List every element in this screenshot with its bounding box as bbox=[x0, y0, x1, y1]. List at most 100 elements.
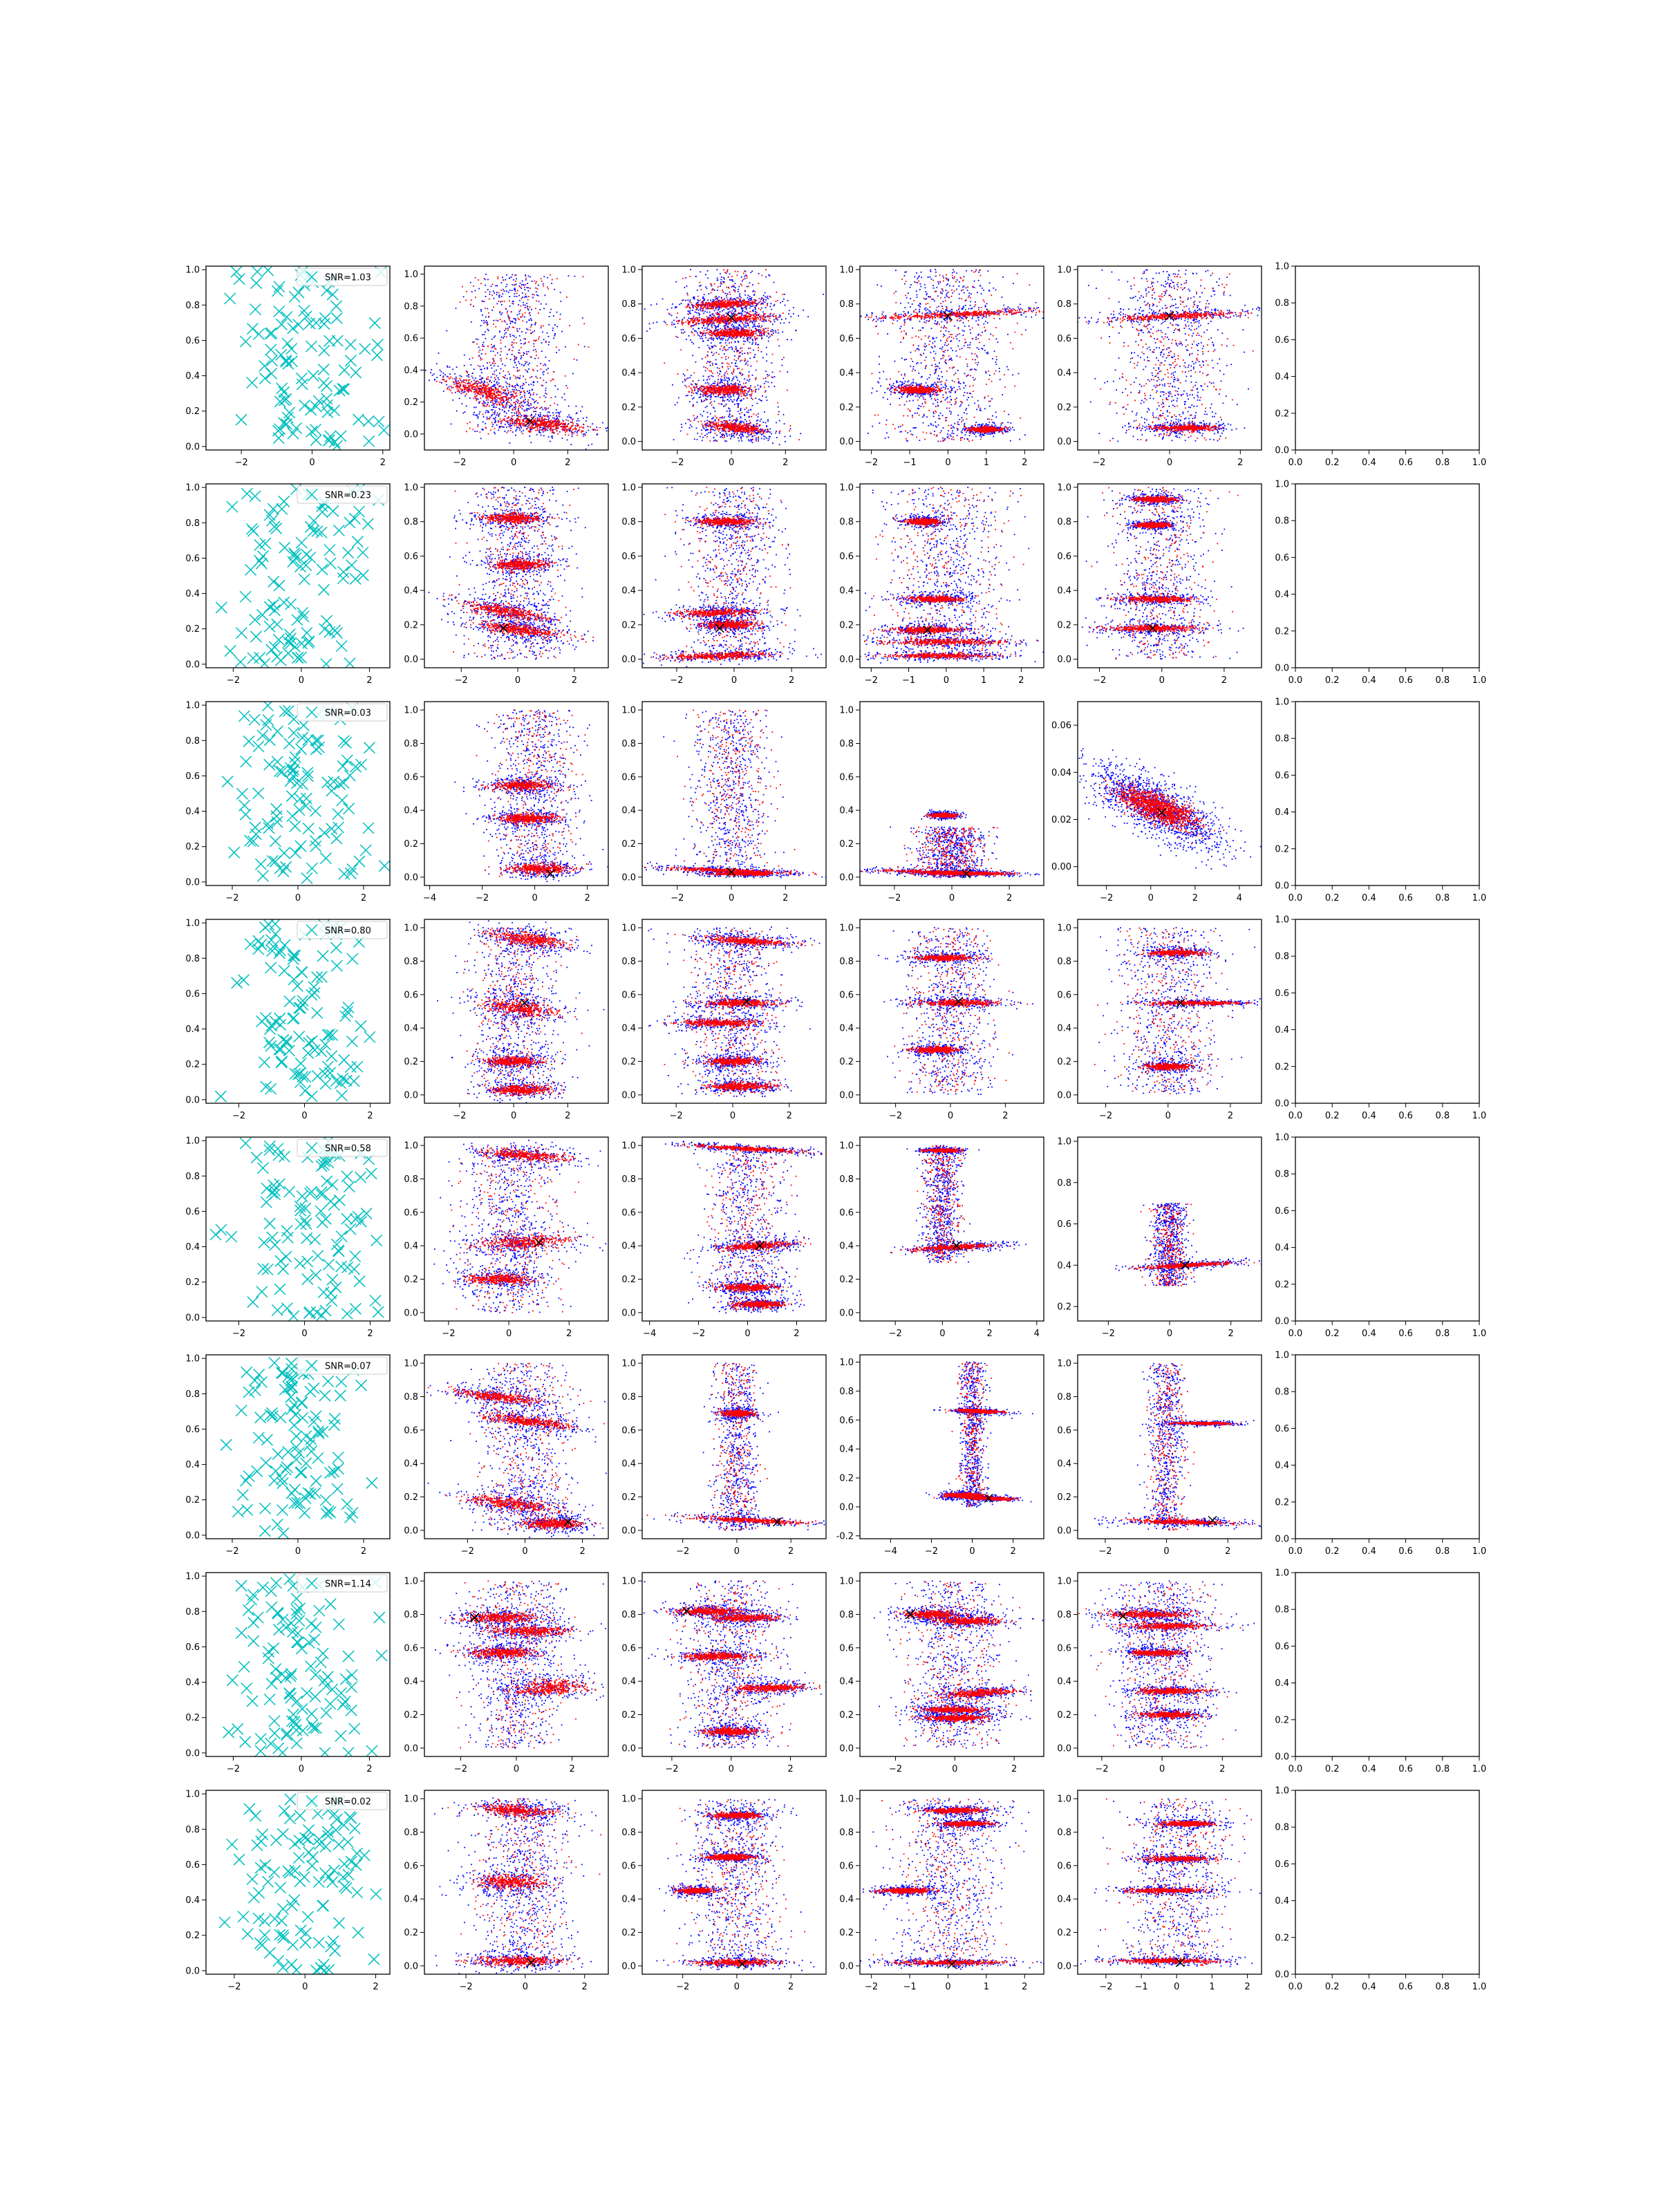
blue-point bbox=[535, 288, 536, 289]
blue-point bbox=[472, 341, 474, 343]
plot-area bbox=[225, 265, 390, 451]
red-point bbox=[517, 418, 518, 419]
blue-point bbox=[505, 286, 507, 288]
sample-point bbox=[265, 328, 276, 339]
blue-point bbox=[478, 413, 480, 415]
blue-point bbox=[717, 269, 718, 270]
red-point bbox=[473, 384, 474, 385]
red-point bbox=[695, 309, 697, 310]
red-point bbox=[560, 426, 561, 427]
blue-point bbox=[765, 381, 767, 382]
blue-point bbox=[560, 301, 561, 302]
blue-point bbox=[709, 379, 711, 380]
red-point bbox=[469, 387, 470, 388]
blue-point bbox=[466, 406, 467, 407]
sample-point bbox=[337, 384, 348, 395]
blue-point bbox=[484, 405, 485, 406]
blue-point bbox=[778, 346, 780, 347]
blue-point bbox=[518, 377, 520, 379]
blue-point bbox=[519, 335, 521, 337]
blue-point bbox=[502, 276, 503, 278]
blue-point bbox=[487, 308, 488, 310]
red-point bbox=[557, 433, 559, 435]
blue-point bbox=[702, 340, 704, 341]
red-point bbox=[703, 401, 704, 402]
blue-point bbox=[753, 311, 754, 312]
red-point bbox=[760, 309, 762, 310]
blue-point bbox=[506, 413, 507, 414]
blue-point bbox=[726, 434, 727, 435]
blue-point bbox=[691, 392, 693, 393]
blue-point bbox=[690, 313, 691, 315]
red-point bbox=[744, 307, 745, 308]
blue-point bbox=[443, 391, 444, 392]
blue-point bbox=[743, 338, 744, 339]
blue-point bbox=[548, 408, 550, 409]
blue-point bbox=[720, 342, 722, 344]
red-point bbox=[723, 282, 724, 283]
sample-point bbox=[276, 383, 288, 394]
blue-point bbox=[520, 392, 521, 393]
red-point bbox=[718, 313, 720, 315]
red-point bbox=[755, 379, 756, 380]
red-point bbox=[493, 362, 494, 364]
blue-point bbox=[689, 401, 691, 402]
red-point bbox=[520, 394, 521, 395]
red-point bbox=[456, 382, 458, 384]
blue-point bbox=[722, 281, 724, 283]
blue-point bbox=[774, 376, 776, 377]
blue-point bbox=[502, 409, 503, 411]
blue-point bbox=[449, 366, 451, 368]
blue-point bbox=[743, 386, 744, 388]
blue-point bbox=[553, 337, 554, 339]
blue-point bbox=[525, 296, 526, 297]
blue-point bbox=[536, 376, 537, 377]
sample-point bbox=[319, 345, 330, 356]
blue-point bbox=[489, 294, 490, 295]
red-point bbox=[787, 390, 788, 391]
red-point bbox=[767, 303, 768, 305]
red-point bbox=[746, 407, 747, 409]
blue-point bbox=[607, 427, 608, 429]
sample-point bbox=[331, 312, 342, 324]
red-point bbox=[709, 375, 711, 377]
red-point bbox=[466, 431, 467, 432]
red-point bbox=[556, 427, 557, 428]
blue-point bbox=[737, 398, 738, 400]
red-point bbox=[751, 393, 753, 394]
blue-point bbox=[492, 386, 494, 387]
red-point bbox=[481, 378, 482, 379]
red-point bbox=[735, 311, 736, 312]
red-point bbox=[500, 418, 501, 420]
red-point bbox=[535, 322, 536, 324]
blue-point bbox=[482, 422, 484, 423]
sample-point bbox=[327, 289, 338, 300]
blue-point bbox=[665, 322, 666, 324]
red-point bbox=[498, 390, 499, 391]
red-point bbox=[597, 429, 598, 431]
blue-point bbox=[743, 422, 744, 423]
red-point bbox=[760, 301, 761, 302]
blue-point bbox=[749, 337, 750, 338]
red-point bbox=[744, 304, 745, 306]
red-point bbox=[572, 418, 574, 420]
red-point bbox=[515, 281, 516, 282]
blue-point bbox=[513, 301, 514, 302]
blue-point bbox=[560, 411, 561, 413]
blue-point bbox=[583, 435, 584, 437]
blue-point bbox=[602, 422, 603, 424]
blue-point bbox=[556, 352, 557, 353]
blue-point bbox=[478, 416, 479, 418]
blue-point bbox=[754, 356, 756, 357]
blue-point bbox=[498, 382, 500, 384]
red-point bbox=[493, 359, 494, 360]
red-point bbox=[745, 271, 747, 272]
legend-label: SNR=1.03 bbox=[325, 273, 371, 283]
blue-point bbox=[751, 440, 752, 441]
red-point bbox=[719, 429, 720, 430]
red-point bbox=[509, 348, 511, 350]
blue-point bbox=[656, 303, 657, 305]
red-point bbox=[688, 324, 690, 326]
sample-point bbox=[291, 422, 302, 433]
red-point bbox=[536, 426, 537, 427]
